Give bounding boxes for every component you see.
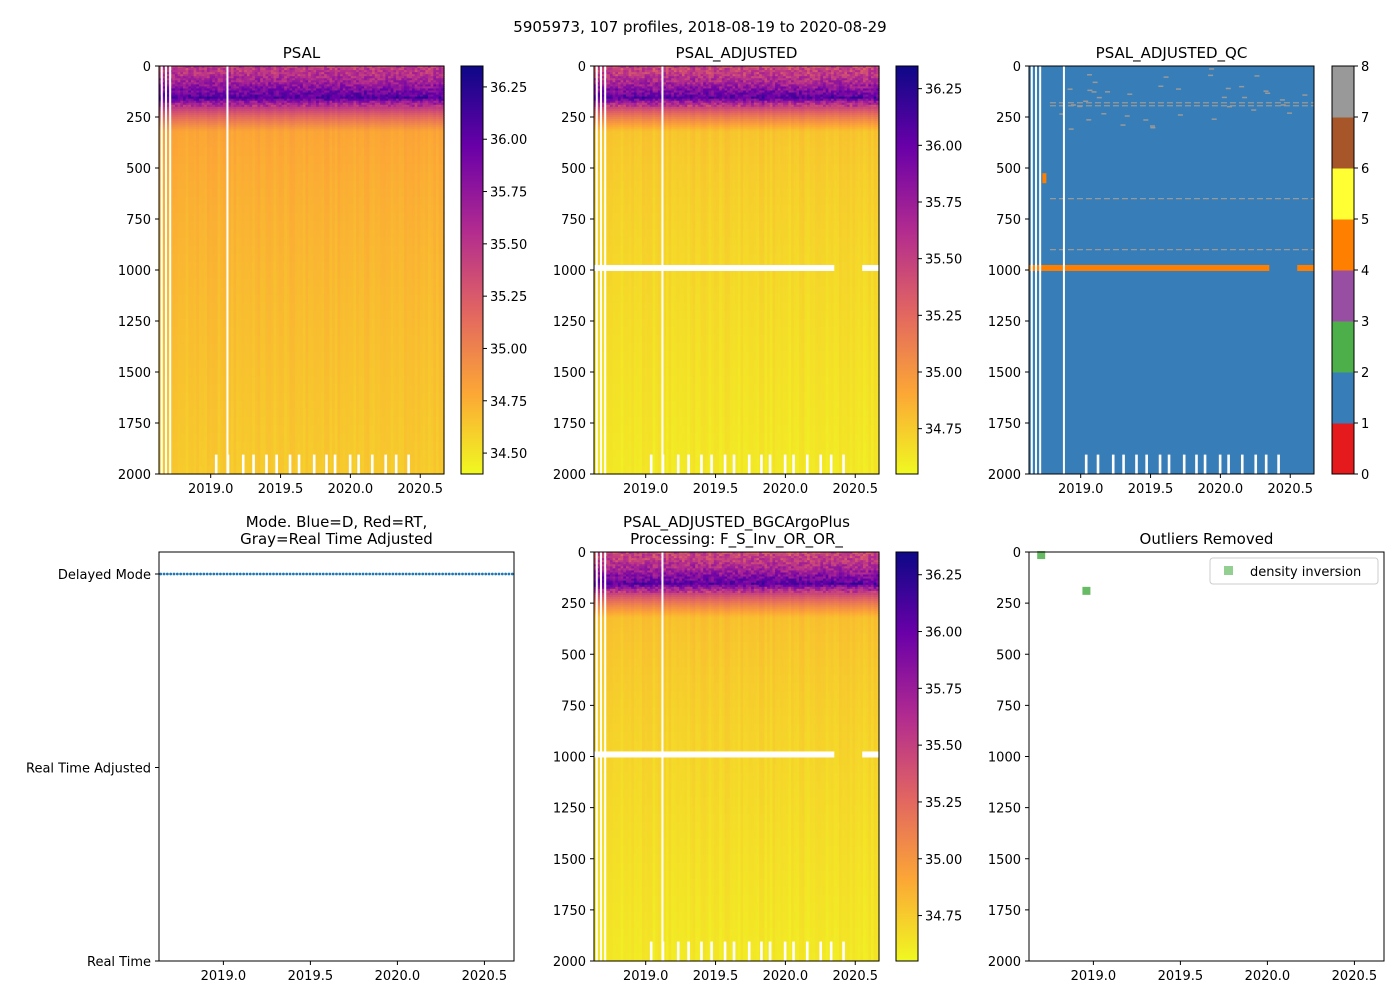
panel-psal: 2019.0 2019.5 2020.0 2020.50250500750100012… (118, 44, 527, 497)
figure-canvas: 5905973, 107 profiles, 2018-08-19 to 202… (0, 0, 1400, 1000)
figure-suptitle: 5905973, 107 profiles, 2018-08-19 to 202… (513, 18, 886, 36)
heatmap-cells (159, 66, 445, 475)
